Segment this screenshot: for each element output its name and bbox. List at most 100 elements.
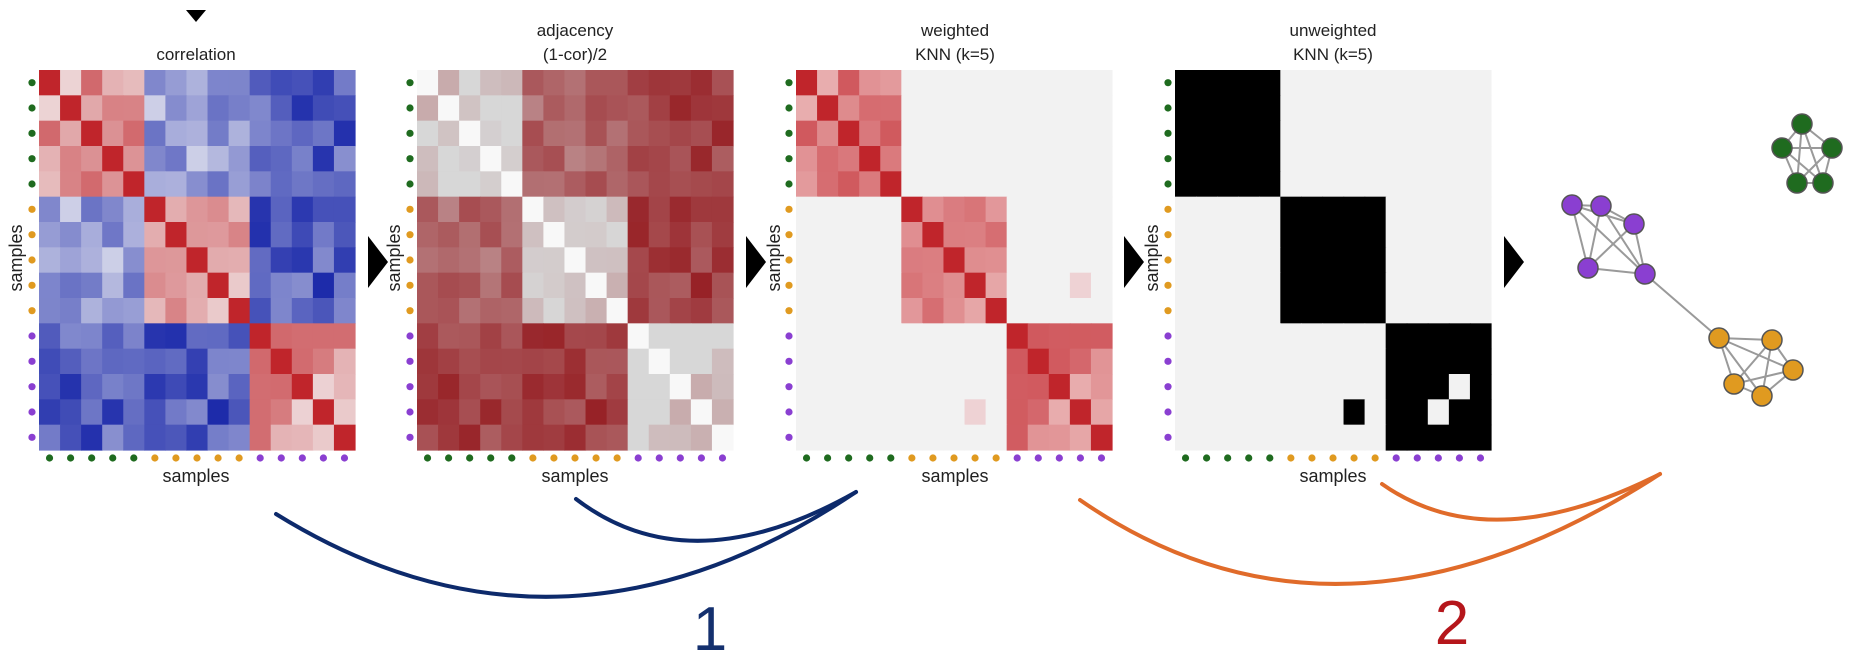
heatmap-cell	[1364, 272, 1387, 299]
heatmap-cell	[312, 348, 335, 375]
group-dot	[1076, 454, 1084, 462]
heatmap-cell	[859, 272, 881, 299]
group-dot	[802, 454, 811, 462]
heatmap-cell	[585, 272, 608, 299]
heatmap-cell	[1090, 146, 1113, 172]
graph-node	[1761, 329, 1783, 351]
heatmap-cell	[522, 171, 544, 198]
heatmap-cell	[501, 348, 523, 375]
heatmap-cell	[333, 298, 356, 324]
heatmap-cell	[1217, 247, 1239, 274]
heatmap-cell	[1322, 70, 1345, 96]
group-dot	[1203, 454, 1211, 462]
graph-node	[1821, 137, 1843, 159]
heatmap-cell	[1469, 424, 1492, 451]
heatmap-cell	[291, 298, 314, 324]
heatmap-cell	[880, 222, 902, 248]
heatmap-cell	[711, 323, 734, 350]
heatmap-cell	[880, 95, 902, 122]
heatmap-cell	[333, 70, 356, 96]
heatmap-cell	[39, 247, 61, 274]
heatmap-cell	[291, 196, 314, 223]
heatmap-cell	[690, 323, 713, 350]
heatmap-cell	[39, 146, 61, 172]
group-dot	[1164, 332, 1172, 340]
heatmap-cell	[228, 272, 251, 299]
heatmap-cell	[1406, 399, 1429, 426]
heatmap-cell	[1217, 171, 1239, 198]
heatmap-cell	[123, 171, 145, 198]
heatmap-cell	[1385, 247, 1408, 274]
heatmap-cell	[648, 222, 671, 248]
heatmap-cell	[543, 272, 566, 299]
heatmap-cell	[943, 70, 966, 96]
group-dot	[406, 129, 414, 137]
heatmap-cell	[291, 70, 314, 96]
heatmap-cell	[669, 95, 692, 122]
heatmap-cell	[291, 399, 314, 426]
heatmap-cell	[228, 171, 251, 198]
step-2-arcs	[1078, 472, 1662, 586]
heatmap-cell	[1343, 424, 1366, 451]
group-dot	[1164, 180, 1172, 188]
heatmap-cell	[186, 374, 209, 400]
group-dot	[1097, 454, 1106, 462]
heatmap-cell	[186, 247, 209, 274]
heatmap-cell	[1027, 95, 1050, 122]
heatmap-cell	[1427, 298, 1450, 324]
heatmap-cell	[102, 399, 124, 426]
heatmap-cell	[711, 146, 734, 172]
heatmap-cell	[796, 323, 818, 350]
heatmap-cell	[817, 247, 839, 274]
heatmap-cell	[270, 348, 293, 375]
heatmap-cell	[249, 222, 272, 248]
heatmap-cell	[522, 222, 544, 248]
heatmap-cell	[796, 95, 818, 122]
heatmap-cell	[606, 298, 629, 324]
heatmap-cell	[144, 298, 166, 324]
heatmap-cell	[1196, 95, 1218, 122]
heatmap-cell	[1301, 298, 1324, 324]
weighted-ylabel: samples	[764, 224, 784, 291]
group-dot	[406, 357, 414, 365]
heatmap-cell	[207, 171, 230, 198]
heatmap-cell	[165, 247, 188, 274]
heatmap-cell	[648, 95, 671, 122]
heatmap-cell	[1406, 171, 1429, 198]
heatmap-cell	[81, 424, 103, 451]
heatmap-cell	[838, 348, 860, 375]
heatmap-cell	[711, 70, 734, 96]
graph-node	[1791, 113, 1813, 135]
heatmap-cell	[1238, 120, 1260, 147]
heatmap-cell	[585, 424, 608, 451]
unweighted-knn-heatmap	[1175, 70, 1492, 451]
heatmap-cell	[901, 348, 923, 375]
heatmap-cell	[417, 399, 439, 426]
heatmap-cell	[901, 95, 923, 122]
heatmap-cell	[333, 196, 356, 223]
heatmap-cell	[123, 298, 145, 324]
heatmap-cell	[1322, 196, 1345, 223]
heatmap-cell	[60, 95, 82, 122]
group-dot	[785, 256, 793, 264]
heatmap-cell	[1048, 222, 1071, 248]
group-dot	[406, 79, 414, 87]
group-dot	[277, 454, 285, 462]
correlation-heatmap	[39, 70, 356, 451]
heatmap-cell	[270, 222, 293, 248]
heatmap-cell	[922, 146, 945, 172]
heatmap-cell	[1027, 272, 1050, 299]
heatmap-cell	[964, 120, 987, 147]
heatmap-cell	[60, 171, 82, 198]
heatmap-cell	[39, 70, 61, 96]
heatmap-cell	[1259, 120, 1281, 147]
heatmap-cell	[144, 348, 166, 375]
graph-node	[1751, 385, 1773, 407]
heatmap-cell	[123, 222, 145, 248]
graph-node	[1782, 359, 1804, 381]
heatmap-cell	[417, 272, 439, 299]
heatmap-cell	[1238, 374, 1260, 400]
weighted-xlabel: samples	[921, 466, 988, 486]
group-dot	[235, 454, 243, 462]
heatmap-cell	[648, 298, 671, 324]
